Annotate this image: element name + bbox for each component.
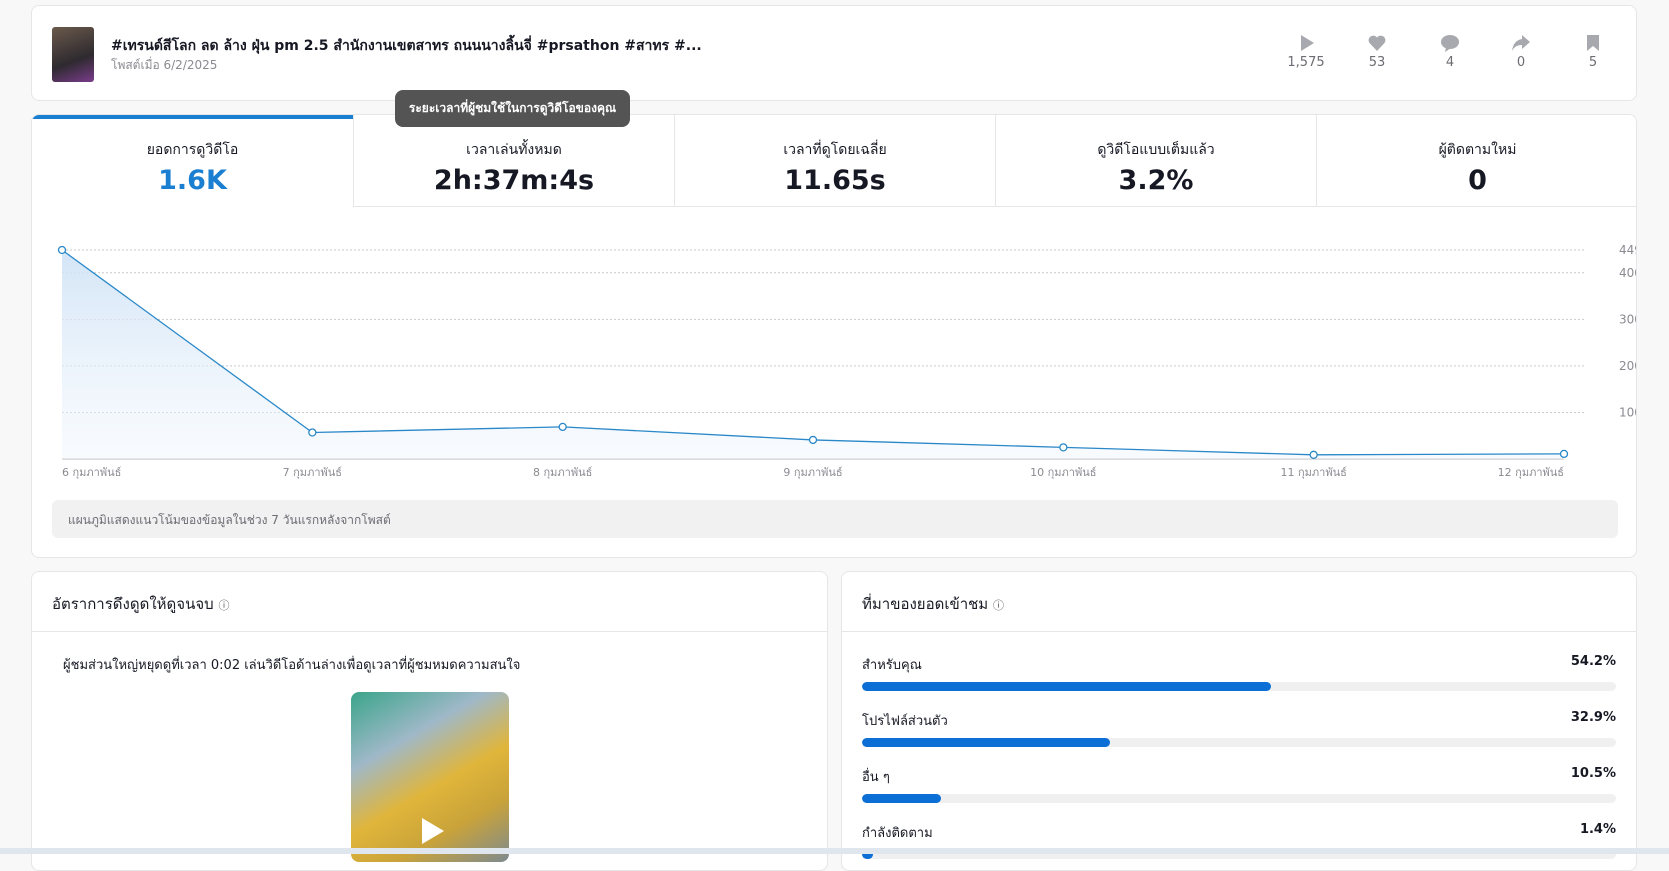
bar xyxy=(862,738,1111,747)
stat-value: 0 xyxy=(1516,55,1526,70)
panel-title-text: อัตราการดึงดูดให้ดูจนจบ xyxy=(52,595,214,613)
point xyxy=(57,245,67,255)
shares-stat: 0 xyxy=(1491,33,1551,70)
retention-card: อัตราการดึงดูดให้ดูจนจบ ⓘ ผู้ชมส่วนใหญ่ห… xyxy=(31,571,828,871)
panel-title-text: ที่มาของยอดเข้าชม xyxy=(862,595,989,613)
metric-tab[interactable]: เวลาที่ดูโดยเฉลี่ย 11.65s xyxy=(674,115,995,207)
chart-note-box: แผนภูมิแสดงแนวโน้มของข้อมูลในช่วง 7 วันแ… xyxy=(52,500,1618,538)
video-preview[interactable] xyxy=(351,692,509,862)
source-name: อื่น ๆ xyxy=(862,770,890,785)
info-icon[interactable]: ⓘ xyxy=(218,599,230,612)
source-percent: 1.4% xyxy=(1579,822,1616,837)
bar-track xyxy=(862,738,1616,747)
y-tick-label: 100 xyxy=(1619,405,1636,419)
chart-note: แผนภูมิแสดงแนวโน้มของข้อมูลในช่วง 7 วันแ… xyxy=(68,513,391,527)
metrics-card: ยอดการดูวิดีโอ 1.6K เวลาเล่นทั้งหมด 2h:37m… xyxy=(31,114,1637,558)
divider xyxy=(842,631,1636,632)
x-tick-label: 7 กุมภาพันธ์ xyxy=(283,466,342,479)
area xyxy=(62,250,1564,459)
source-percent: 10.5% xyxy=(1570,766,1616,781)
line-chart: 100 200 300 400 449 6 กุมภาพันธ์ 7 กุมภาพันธ์ 8… xyxy=(57,243,1636,479)
bottom-bar xyxy=(0,848,1669,854)
metric-tab[interactable]: ผู้ติดตามใหม่ 0 xyxy=(1316,115,1636,207)
x-tick-label: 8 กุมภาพันธ์ xyxy=(533,466,592,479)
source-name: โปรไฟล์ส่วนตัว xyxy=(862,714,948,729)
traffic-card: ที่มาของยอดเข้าชม ⓘ สำหรับคุณ 54.2% โปรไฟล… xyxy=(841,571,1637,871)
point xyxy=(1309,450,1318,459)
metric-tab[interactable]: ยอดการดูวิดีโอ 1.6K xyxy=(32,115,353,207)
metric-label: เวลาที่ดูโดยเฉลี่ย xyxy=(783,142,887,158)
panel-title: ที่มาของยอดเข้าชม ⓘ xyxy=(862,592,1004,616)
post-date: โพสต์เมื่อ 6/2/2025 xyxy=(111,58,218,72)
views-stat: 1,575 xyxy=(1276,33,1336,70)
point xyxy=(1059,443,1068,452)
source-percent: 32.9% xyxy=(1570,710,1616,725)
thumbnail[interactable] xyxy=(52,27,94,82)
metric-label: ยอดการดูวิดีโอ xyxy=(146,142,239,158)
point xyxy=(1559,449,1569,459)
saves-stat: 5 xyxy=(1563,33,1623,70)
x-tick-label: 11 กุมภาพันธ์ xyxy=(1281,466,1347,479)
y-tick-label: 449 xyxy=(1619,243,1636,257)
metric-value: 11.65s xyxy=(784,165,886,196)
metric-value: 3.2% xyxy=(1118,165,1194,196)
metric-value: 2h:37m:4s xyxy=(433,165,595,196)
stat-value: 53 xyxy=(1368,55,1386,70)
metric-label: ผู้ติดตามใหม่ xyxy=(1438,142,1517,158)
metric-value: 0 xyxy=(1468,165,1487,196)
x-tick-label: 6 กุมภาพันธ์ xyxy=(62,466,121,479)
metric-tab[interactable]: เวลาเล่นทั้งหมด 2h:37m:4s xyxy=(353,115,674,207)
bar-track xyxy=(862,794,1616,803)
y-tick-label: 300 xyxy=(1619,312,1636,326)
comments-stat: 4 xyxy=(1420,33,1480,70)
heart-icon xyxy=(1368,35,1386,51)
video-title[interactable]: #เทรนด์สีโลก ลด ล้าง ฝุ่น pm 2.5 สำนักงา… xyxy=(111,38,702,54)
video-header: #เทรนด์สีโลก ลด ล้าง ฝุ่น pm 2.5 สำนักงา… xyxy=(31,5,1637,101)
source-name: กำลังติดตาม xyxy=(862,826,933,841)
info-icon[interactable]: ⓘ xyxy=(992,599,1004,612)
likes-stat: 53 xyxy=(1347,33,1407,70)
play-button[interactable] xyxy=(414,814,448,848)
source-name: สำหรับคุณ xyxy=(862,658,922,673)
bar xyxy=(862,794,942,803)
bookmark-icon xyxy=(1587,35,1599,51)
metric-tab[interactable]: ดูวิดีโอแบบเต็มแล้ว 3.2% xyxy=(995,115,1316,207)
metric-value: 1.6K xyxy=(158,165,227,196)
stat-value: 5 xyxy=(1588,55,1598,70)
stat-value: 4 xyxy=(1445,55,1455,70)
bar xyxy=(862,682,1271,691)
x-tick-label: 12 กุมภาพันธ์ xyxy=(1498,466,1564,479)
share-icon xyxy=(1512,35,1530,51)
retention-text: ผู้ชมส่วนใหญ่หยุดดูที่เวลา 0:02 เล่นวิดี… xyxy=(63,658,521,673)
comment-icon xyxy=(1441,35,1459,52)
play-icon xyxy=(1301,35,1314,51)
point xyxy=(808,435,818,445)
panel-title: อัตราการดึงดูดให้ดูจนจบ ⓘ xyxy=(52,592,229,616)
x-tick-label: 9 กุมภาพันธ์ xyxy=(783,466,842,479)
point xyxy=(308,428,317,437)
tooltip: ระยะเวลาที่ผู้ชมใช้ในการดูวิดีโอของคุณ xyxy=(395,90,630,127)
metric-label: ดูวิดีโอแบบเต็มแล้ว xyxy=(1097,142,1215,158)
stat-value: 1,575 xyxy=(1287,55,1325,70)
y-tick-label: 400 xyxy=(1619,266,1636,280)
point xyxy=(558,422,567,432)
y-tick-label: 200 xyxy=(1619,359,1636,373)
metric-label: เวลาเล่นทั้งหมด xyxy=(466,142,562,158)
x-tick-label: 10 กุมภาพันธ์ xyxy=(1030,466,1096,479)
source-percent: 54.2% xyxy=(1570,654,1616,669)
bar-track xyxy=(862,682,1616,691)
divider xyxy=(32,631,827,632)
